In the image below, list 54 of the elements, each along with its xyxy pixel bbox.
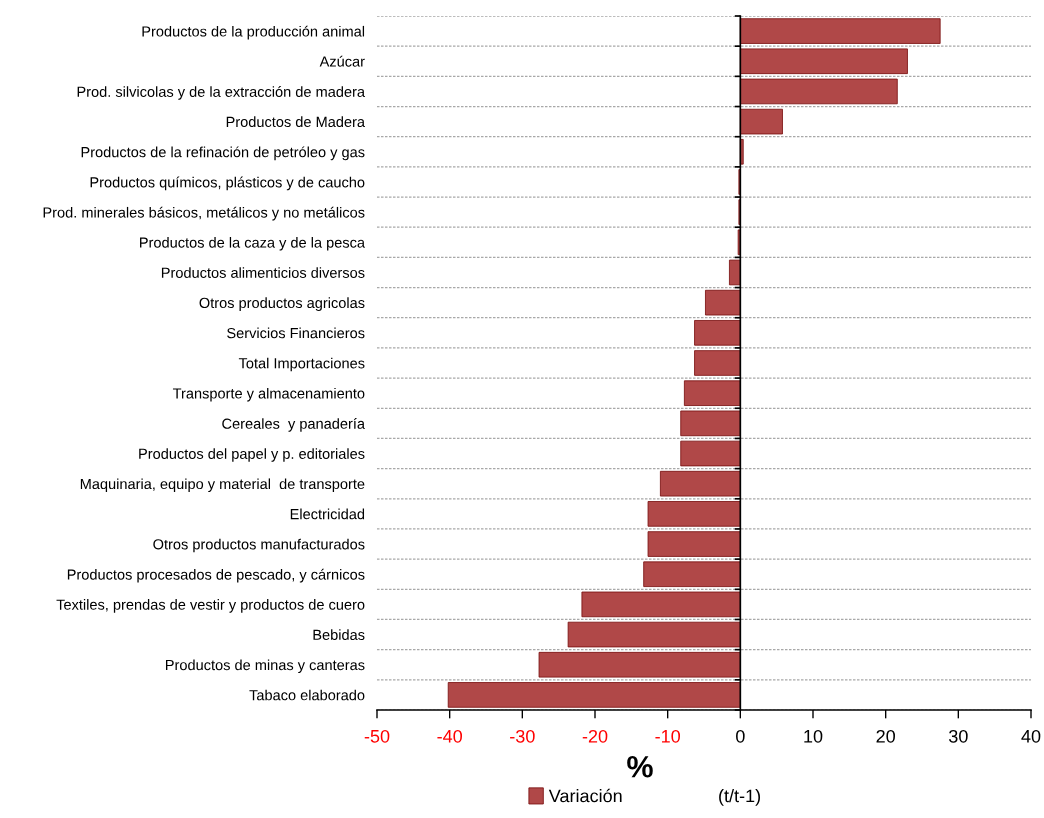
bar [694,350,741,376]
y-tick-label: Otros productos agricolas [199,297,365,311]
y-tick-label: Total Importaciones [238,357,365,372]
y-tick-label: Productos de la caza y de la pesca [140,237,366,251]
bar [647,531,741,557]
y-tick-label: Productos alimenticios diversos [161,267,365,278]
x-tick-label: -40 [437,729,463,743]
bar [538,651,741,678]
y-tick-label: Otros productos manufacturados [153,538,365,553]
y-tick-label: Maquinaria, equipo y material de transporte [80,478,365,493]
y-tick-label: Bebidas [313,629,365,640]
bar [729,259,741,286]
bar [567,621,741,648]
bar [680,440,741,467]
y-tick-label: Textiles, prendas de vestir y productos de cuero [56,599,365,613]
y-tick-label: Productos procesados de pescado, y cárnicos [67,568,365,583]
y-tick-label: Productos químicos, plásticos y de caucho [90,176,365,191]
x-tick-label: 0 [736,729,745,743]
x-tick-label: 10 [804,729,823,743]
x-tick-label: -20 [582,729,608,743]
bar [680,410,741,437]
bar [647,501,741,527]
bar [447,682,741,708]
y-tick-label: Productos de Madera [226,116,366,128]
bar [643,561,741,588]
y-tick-label: Cereales y panadería [222,417,366,432]
y-tick-label: Prod. silvicolas y de la extracción de madera [77,86,366,100]
y-tick-label: Azúcar [319,55,365,67]
y-tick-label: Electricidad [290,508,365,520]
x-tick-label: -10 [655,729,681,743]
x-tick-label: 20 [876,729,895,743]
x-tick-label: 40 [1021,729,1041,743]
x-tick-label: 30 [948,729,968,743]
y-tick-label: Productos de la refinación de petróleo y gas [81,146,365,161]
bar [683,380,741,406]
x-axis-title: % [627,755,653,778]
y-tick-label: Servicios Financieros [227,327,365,339]
y-tick-label: Productos de minas y canteras [165,659,365,674]
bar [694,320,741,346]
bar [581,591,741,618]
y-tick-label: Prod. minerales básicos, metálicos y no metálicos [43,206,365,221]
y-tick-label: Productos del papel y p. editoriales [139,448,365,462]
y-tick-label: Tabaco elaborado [249,689,365,701]
x-tick-label: -50 [364,729,390,743]
bar [739,108,783,135]
y-tick-label: Transporte y almacenamiento [172,387,365,402]
bar [659,470,741,497]
bar [705,289,741,316]
bar [739,48,908,75]
x-tick-label: -30 [510,729,535,743]
legend-label: Variación (t/t-1) [548,788,761,806]
y-tick-label: Productos de la producción animal [142,25,365,40]
bar [739,78,898,105]
bar [739,18,941,44]
